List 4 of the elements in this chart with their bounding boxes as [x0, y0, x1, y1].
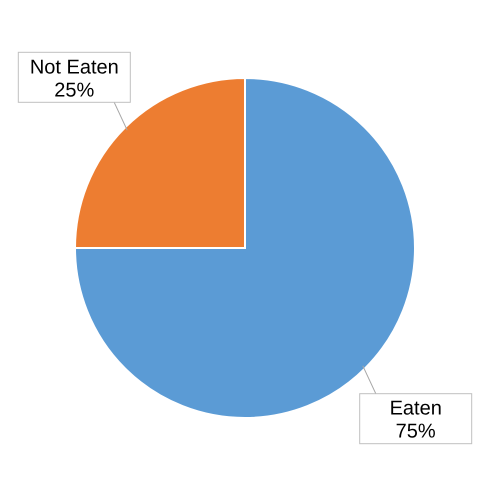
- slice-label: Not Eaten: [30, 56, 119, 78]
- data-label: 25%: [54, 79, 95, 102]
- slice-label: Eaten: [390, 398, 442, 420]
- data-label: 75%: [396, 420, 436, 443]
